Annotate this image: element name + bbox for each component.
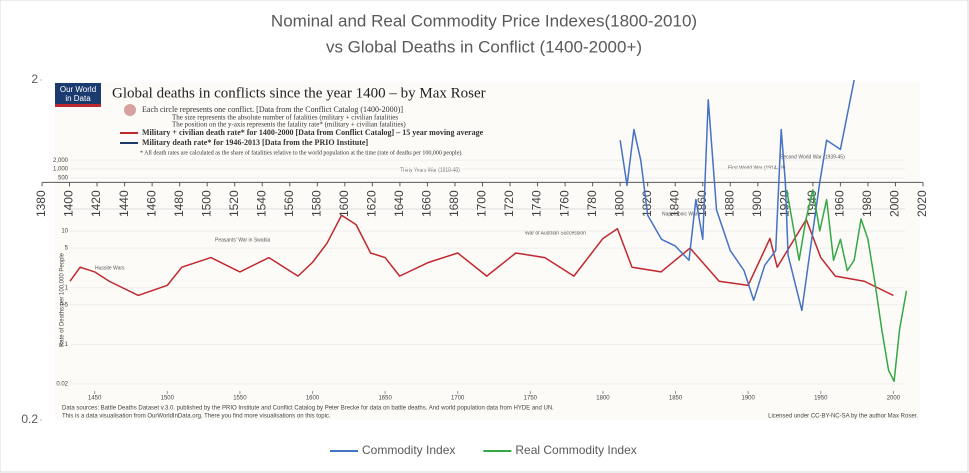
x-tick-label: 1960 — [833, 190, 847, 217]
x-tick-label: 1950 — [814, 396, 828, 402]
x-tick-label: 1600 — [337, 190, 351, 217]
x-tick-label: 1720 — [502, 190, 516, 217]
x-tick-label: 1800 — [612, 190, 626, 217]
x-tick-label: 1460 — [144, 190, 158, 217]
y-tick-label: 10 — [61, 229, 68, 235]
x-tick-label: 1440 — [117, 190, 131, 217]
x-tick-label: 1400 — [62, 190, 76, 217]
annotation: Hussite Wars — [95, 265, 125, 271]
annotation: Peasants' War in Swabia — [215, 237, 270, 243]
x-tick-label: 1980 — [860, 190, 874, 217]
x-tick-label: 1760 — [557, 190, 571, 217]
logo-bar — [55, 104, 101, 107]
source: This is a data visualisation from OurWor… — [62, 414, 331, 420]
x-tick-label: 1580 — [309, 190, 323, 217]
logo-text: in Data — [65, 94, 91, 103]
x-tick-label: 1840 — [667, 190, 681, 217]
x-tick-label: 1640 — [392, 190, 406, 217]
x-tick-label: 1500 — [161, 396, 175, 402]
x-tick-label: 1540 — [254, 190, 268, 217]
x-tick-label: 1500 — [199, 190, 213, 217]
x-tick-label: 1560 — [282, 190, 296, 217]
x-tick-label: 1750 — [524, 396, 538, 402]
annotation: Second World War (1939-45) — [780, 154, 845, 160]
y-tick-label: 0.1 — [60, 342, 69, 348]
x-tick-label: 1850 — [669, 396, 683, 402]
y-tick-label: 500 — [58, 175, 69, 181]
y-tick-label: 1,000 — [53, 167, 69, 173]
x-tick-label: 1480 — [172, 190, 186, 217]
annotation: First World War (1914-18) — [728, 165, 786, 171]
x-tick-label: 1700 — [475, 190, 489, 217]
annotation: Napoleonic Wars — [662, 211, 700, 217]
x-tick-label: 1880 — [722, 190, 736, 217]
series-line — [619, 79, 855, 312]
x-tick-label: 1450 — [88, 396, 102, 402]
source: Data sources: Battle Deaths Dataset v.3.… — [62, 406, 554, 412]
x-tick-label: 1550 — [233, 396, 247, 402]
x-tick-label: 1800 — [596, 396, 610, 402]
chart-subtitle: vs Global Deaths in Conflict (1400-2000+… — [326, 37, 642, 56]
y-tick-label: 0.2 — [21, 412, 38, 426]
x-tick-label: 1600 — [306, 396, 320, 402]
x-tick-label: 2000 — [888, 190, 902, 217]
note: Military death rate* for 1946-2013 [Data… — [142, 138, 368, 147]
note: Each circle represents one conflict. [Da… — [142, 105, 403, 114]
note: The position on the y-axis represents th… — [172, 121, 406, 129]
x-tick-label: 1680 — [447, 190, 461, 217]
x-tick-label: 1620 — [365, 190, 379, 217]
chart-title: Nominal and Real Commodity Price Indexes… — [271, 11, 697, 30]
source: Licensed under CC-BY-NC-SA by the author… — [768, 414, 918, 420]
annotation: Thirty Years War (1618-48) — [400, 167, 460, 173]
x-tick-label: 2000 — [887, 396, 901, 402]
series-line — [785, 189, 908, 383]
x-tick-label: 1900 — [750, 190, 764, 217]
note: * All death rates are calculated as the … — [140, 149, 463, 156]
x-tick-label: 1380 — [34, 190, 48, 217]
x-tick-label: 1650 — [378, 396, 392, 402]
x-tick-label: 1900 — [741, 396, 755, 402]
annotation: War of Austrian Succession — [525, 230, 586, 236]
x-tick-label: 1520 — [227, 190, 241, 217]
x-tick-label: 1700 — [451, 396, 465, 402]
logo — [55, 83, 101, 107]
logo-text: Our World — [60, 85, 96, 94]
x-tick-label: 1740 — [530, 190, 544, 217]
x-tick-label: 1660 — [420, 190, 434, 217]
y-tick-label: 1 — [65, 285, 69, 291]
legend-label: Real Commodity Index — [515, 443, 636, 457]
note: The size represents the absolute number … — [172, 114, 398, 122]
legend-label: Commodity Index — [362, 443, 455, 457]
death-rate-line — [69, 214, 894, 297]
embedded-y-label: Rate of Deaths per 100,000 People — [60, 252, 66, 347]
y-tick-label: 5 — [65, 246, 69, 252]
x-tick-label: 1420 — [89, 190, 103, 217]
y-tick-label: 0.02 — [56, 382, 68, 388]
note: Military + civilian death rate* for 1400… — [142, 128, 484, 137]
x-tick-label: 2020 — [915, 190, 929, 217]
y-tick-label: 2,000 — [53, 158, 69, 164]
embedded-title: Global deaths in conflicts since the yea… — [112, 85, 486, 101]
y-tick-label: 0.5 — [60, 302, 69, 308]
y-tick-label: 2 — [31, 72, 38, 86]
x-tick-label: 1780 — [585, 190, 599, 217]
legend-icon — [124, 104, 136, 116]
